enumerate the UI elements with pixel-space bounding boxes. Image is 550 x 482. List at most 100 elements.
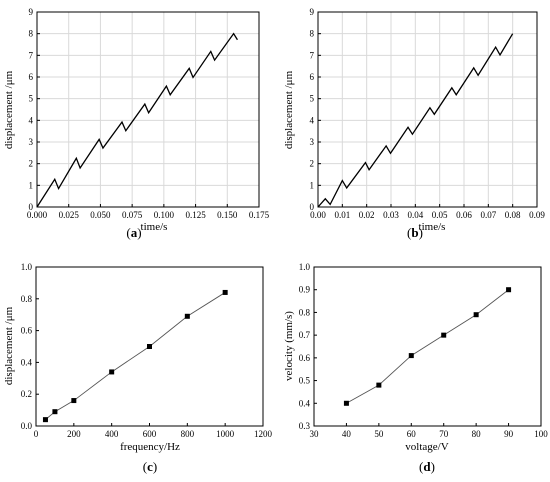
- x-tick-label: 90: [504, 429, 514, 439]
- data-point: [408, 353, 414, 359]
- y-tick-label: 3: [29, 137, 34, 147]
- y-tick-label: 9: [29, 7, 34, 17]
- y-tick-label: 0.5: [299, 376, 311, 386]
- x-axis-label: frequency/Hz: [120, 441, 180, 453]
- plot-frame: [317, 11, 538, 208]
- y-tick-label: 0.6: [299, 353, 311, 363]
- data-point: [42, 417, 48, 423]
- y-tick-label: 1: [310, 180, 315, 190]
- x-axis-label: time/s: [141, 221, 168, 233]
- x-tick-label: 0.01: [334, 210, 350, 220]
- y-tick-label: 1.0: [299, 262, 311, 272]
- y-tick-label: 5: [310, 94, 315, 104]
- y-tick-label: 5: [29, 94, 34, 104]
- x-tick-label: 0.08: [505, 210, 521, 220]
- x-tick-label: 0.100: [154, 210, 175, 220]
- x-tick-label: 30: [310, 429, 320, 439]
- series-line: [317, 33, 514, 208]
- y-tick-label: 0.4: [299, 398, 311, 408]
- data-point: [52, 409, 58, 415]
- x-tick-label: 0.03: [383, 210, 399, 220]
- panel-caption: (a): [126, 225, 141, 240]
- x-tick-label: 0.025: [59, 210, 80, 220]
- panel-caption: (d): [419, 459, 435, 474]
- panel-d: 30 40 50 60 70 80 90 100 0.3 0.4 0.5 0.6 0.7 0.8 0.9 1.…: [283, 262, 548, 474]
- data-point: [473, 312, 479, 318]
- y-tick-label: 0.8: [21, 294, 33, 304]
- y-tick-label: 7: [29, 50, 34, 60]
- plot-frame: [36, 11, 260, 208]
- x-tick-label: 60: [407, 429, 417, 439]
- y-tick-label: 0.6: [21, 326, 33, 336]
- y-tick-label: 4: [29, 115, 34, 125]
- y-tick-label: 2: [29, 159, 34, 169]
- x-tick-label: 0.07: [480, 210, 496, 220]
- panel-c: 0 200 400 600 800 1000 1200 0.0 0.2 0.4 0.6 0.8 1.0 f…: [3, 262, 273, 474]
- y-tick-label: 1: [29, 180, 34, 190]
- data-point: [506, 287, 512, 293]
- x-tick-label: 0.175: [249, 210, 270, 220]
- y-axis-label: velocity (mm/s): [283, 311, 295, 381]
- data-point: [441, 332, 447, 338]
- x-axis-label: time/s: [419, 221, 446, 233]
- y-tick-label: 0.8: [299, 307, 311, 317]
- y-tick-label: 0.9: [299, 285, 311, 295]
- x-tick-label: 400: [105, 429, 119, 439]
- panel-caption: (b): [407, 225, 423, 240]
- panel-a: 0.000 0.025 0.050 0.075 0.100 0.125 0.150 0.175…: [3, 7, 270, 240]
- x-tick-label: 70: [439, 429, 449, 439]
- y-tick-label: 1.0: [21, 262, 33, 272]
- x-tick-label: 1000: [216, 429, 235, 439]
- x-tick-label: 600: [143, 429, 157, 439]
- x-tick-label: 80: [472, 429, 482, 439]
- data-point: [71, 398, 77, 404]
- x-tick-label: 0.09: [529, 210, 545, 220]
- y-tick-label: 0: [310, 202, 315, 212]
- x-tick-label: 0.000: [27, 210, 48, 220]
- x-tick-label: 200: [67, 429, 81, 439]
- data-point: [184, 313, 190, 319]
- data-point: [376, 382, 382, 388]
- y-tick-label: 6: [310, 72, 315, 82]
- series-line: [36, 32, 238, 208]
- x-tick-label: 0.125: [185, 210, 206, 220]
- y-tick-label: 4: [310, 115, 315, 125]
- x-tick-label: 0.02: [359, 210, 375, 220]
- y-tick-label: 0.0: [21, 421, 33, 431]
- panel-b: 0.00 0.01 0.02 0.03 0.04 0.05 0.06 0.07 0.08 0.09…: [283, 7, 545, 240]
- y-tick-label: 0.3: [299, 421, 311, 431]
- x-tick-label: 50: [374, 429, 384, 439]
- x-tick-label: 0.150: [217, 210, 238, 220]
- data-point: [222, 289, 228, 295]
- x-tick-label: 40: [342, 429, 352, 439]
- y-tick-label: 7: [310, 50, 315, 60]
- x-tick-label: 0: [34, 429, 39, 439]
- x-tick-label: 0.06: [456, 210, 472, 220]
- y-axis-label: displacement /μm: [3, 306, 15, 385]
- y-tick-label: 0.4: [21, 357, 33, 367]
- y-tick-label: 2: [310, 159, 315, 169]
- data-point: [343, 400, 349, 406]
- panel-caption: (c): [143, 459, 157, 474]
- x-tick-label: 1200: [254, 429, 273, 439]
- series-line: [346, 289, 509, 404]
- x-tick-label: 0.00: [310, 210, 326, 220]
- y-tick-label: 8: [310, 29, 315, 39]
- x-tick-label: 0.05: [432, 210, 448, 220]
- y-axis-label: displacement /μm: [3, 70, 15, 149]
- y-tick-label: 0.2: [21, 389, 32, 399]
- y-tick-label: 0.7: [299, 330, 311, 340]
- plot-frame: [313, 266, 542, 427]
- y-axis-label: displacement /μm: [283, 70, 295, 149]
- x-tick-label: 0.050: [90, 210, 111, 220]
- x-tick-label: 0.075: [122, 210, 143, 220]
- x-tick-label: 0.04: [407, 210, 423, 220]
- data-point: [109, 369, 115, 375]
- y-tick-label: 8: [29, 29, 34, 39]
- x-tick-label: 100: [534, 429, 548, 439]
- y-tick-label: 0: [29, 202, 34, 212]
- x-tick-label: 800: [181, 429, 195, 439]
- data-point: [147, 344, 152, 349]
- y-tick-label: 3: [310, 137, 315, 147]
